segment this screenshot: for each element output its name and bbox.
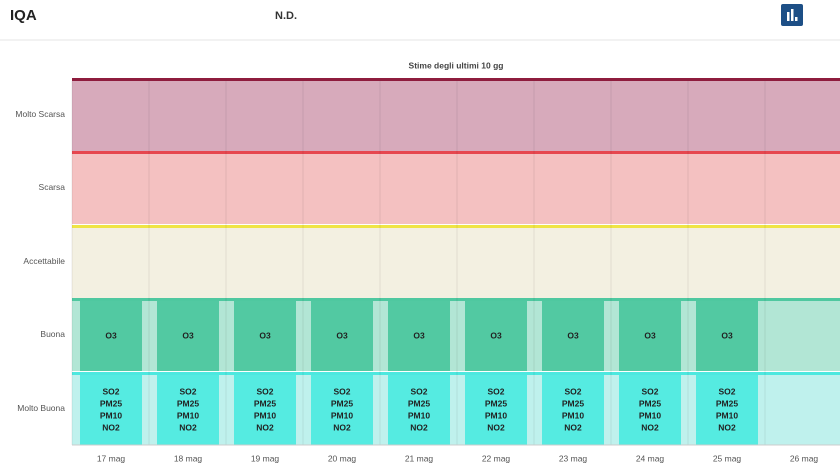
level-box bbox=[696, 375, 758, 445]
pollutant: NO2 bbox=[256, 422, 274, 432]
level-box bbox=[311, 301, 373, 371]
level-box bbox=[465, 301, 527, 371]
chart-title: Stime degli ultimi 10 gg bbox=[409, 60, 504, 70]
pollutant: PM25 bbox=[562, 398, 584, 408]
pollutant: NO2 bbox=[564, 422, 582, 432]
pollutant: SO2 bbox=[564, 386, 581, 396]
level-line bbox=[72, 78, 840, 81]
pollutant: PM25 bbox=[408, 398, 430, 408]
date-label: 22 mag bbox=[482, 453, 511, 463]
level-line bbox=[72, 151, 840, 154]
date-label: 19 mag bbox=[251, 453, 280, 463]
date-label: 21 mag bbox=[405, 453, 434, 463]
level-line bbox=[72, 372, 840, 375]
pollutant: O3 bbox=[721, 330, 733, 340]
level-label: Scarsa bbox=[39, 182, 66, 192]
level-band bbox=[72, 225, 840, 298]
date-label: 26 mag bbox=[790, 453, 819, 463]
pollutant: SO2 bbox=[410, 386, 427, 396]
pollutant: O3 bbox=[490, 330, 502, 340]
level-box bbox=[80, 301, 142, 371]
pollutant: SO2 bbox=[179, 386, 196, 396]
level-box bbox=[619, 301, 681, 371]
date-label: 25 mag bbox=[713, 453, 742, 463]
level-label: Molto Buona bbox=[17, 403, 65, 413]
level-box bbox=[157, 301, 219, 371]
pollutant: PM25 bbox=[485, 398, 507, 408]
level-box bbox=[465, 375, 527, 445]
level-line bbox=[72, 298, 840, 301]
level-box bbox=[80, 375, 142, 445]
pollutant: NO2 bbox=[487, 422, 505, 432]
date-label: 20 mag bbox=[328, 453, 357, 463]
pollutant: SO2 bbox=[641, 386, 658, 396]
level-box bbox=[388, 301, 450, 371]
pollutant: PM25 bbox=[716, 398, 738, 408]
chart-button[interactable] bbox=[781, 4, 803, 26]
status: N.D. bbox=[275, 10, 297, 22]
pollutant: PM25 bbox=[254, 398, 276, 408]
pollutant: O3 bbox=[182, 330, 194, 340]
level-box bbox=[388, 375, 450, 445]
date-label: 17 mag bbox=[97, 453, 126, 463]
pollutant: PM10 bbox=[177, 410, 199, 420]
pollutant: PM25 bbox=[639, 398, 661, 408]
pollutant: O3 bbox=[413, 330, 425, 340]
icon-bar bbox=[795, 17, 798, 21]
level-line bbox=[72, 225, 840, 228]
icon-bar bbox=[791, 9, 794, 21]
date-label: 23 mag bbox=[559, 453, 588, 463]
level-band bbox=[72, 151, 840, 224]
pollutant: SO2 bbox=[487, 386, 504, 396]
header-title: IQA bbox=[10, 7, 37, 24]
level-box bbox=[542, 301, 604, 371]
pollutant: PM25 bbox=[177, 398, 199, 408]
pollutant: O3 bbox=[259, 330, 271, 340]
pollutant: SO2 bbox=[102, 386, 119, 396]
pollutant: NO2 bbox=[102, 422, 120, 432]
pollutant: NO2 bbox=[410, 422, 428, 432]
pollutant: SO2 bbox=[256, 386, 273, 396]
pollutant: PM10 bbox=[639, 410, 661, 420]
level-box bbox=[542, 375, 604, 445]
pollutant: PM25 bbox=[331, 398, 353, 408]
level-label: Buona bbox=[40, 329, 65, 339]
pollutant: NO2 bbox=[718, 422, 736, 432]
pollutant: O3 bbox=[644, 330, 656, 340]
pollutant: NO2 bbox=[641, 422, 659, 432]
level-box bbox=[311, 375, 373, 445]
pollutant: PM10 bbox=[408, 410, 430, 420]
pollutant: O3 bbox=[567, 330, 579, 340]
pollutant: PM10 bbox=[254, 410, 276, 420]
level-band bbox=[72, 78, 840, 151]
level-box bbox=[234, 301, 296, 371]
level-label: Molto Scarsa bbox=[15, 109, 65, 119]
pollutant: O3 bbox=[105, 330, 117, 340]
plot: Molto Scarsa Scarsa Accettabile Buona Molto … bbox=[15, 78, 840, 463]
pollutant: PM10 bbox=[716, 410, 738, 420]
pollutant: PM10 bbox=[331, 410, 353, 420]
pollutant: PM25 bbox=[100, 398, 122, 408]
date-label: 18 mag bbox=[174, 453, 203, 463]
pollutant: SO2 bbox=[333, 386, 350, 396]
pollutant: NO2 bbox=[179, 422, 197, 432]
level-box bbox=[234, 375, 296, 445]
level-box bbox=[157, 375, 219, 445]
pollutant: SO2 bbox=[718, 386, 735, 396]
level-box bbox=[696, 301, 758, 371]
pollutant: PM10 bbox=[562, 410, 584, 420]
icon-bar bbox=[787, 12, 790, 21]
pollutant: PM10 bbox=[485, 410, 507, 420]
pollutant: PM10 bbox=[100, 410, 122, 420]
date-label: 24 mag bbox=[636, 453, 665, 463]
pollutant: NO2 bbox=[333, 422, 351, 432]
level-label: Accettabile bbox=[23, 256, 65, 266]
pollutant: O3 bbox=[336, 330, 348, 340]
level-box bbox=[619, 375, 681, 445]
